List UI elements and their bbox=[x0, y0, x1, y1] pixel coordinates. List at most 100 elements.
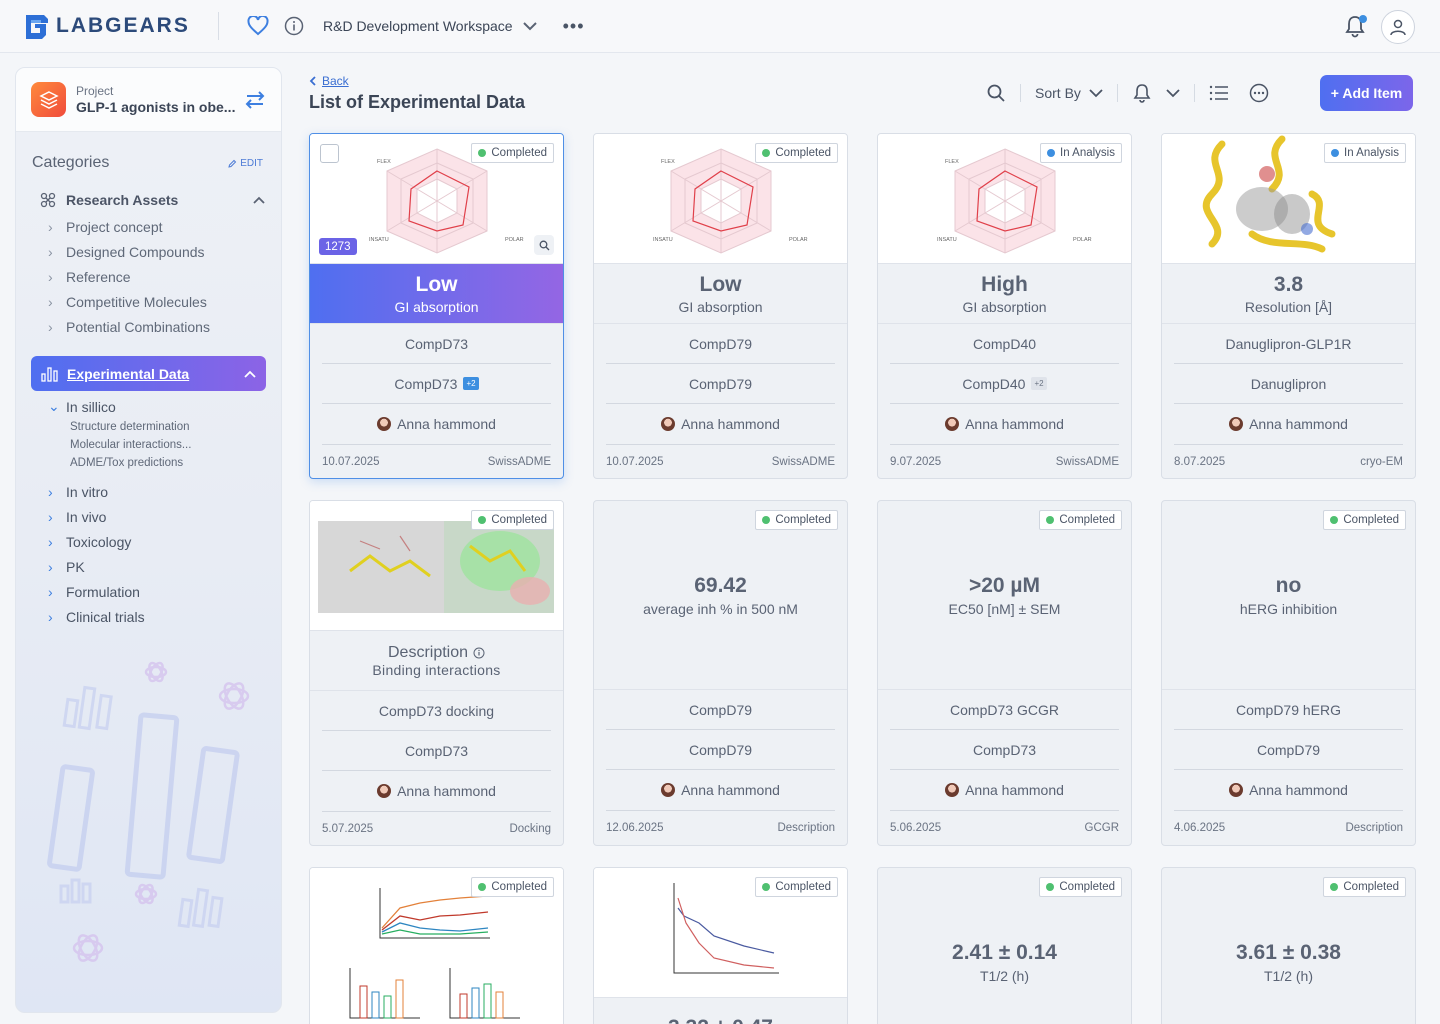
back-link[interactable]: Back bbox=[309, 74, 525, 88]
card-highlight: 3.8 Resolution [Å] bbox=[1162, 264, 1415, 324]
select-checkbox[interactable] bbox=[320, 144, 339, 163]
card-thumbnail[interactable]: FLEX SIZE POLAR INSATU Completed bbox=[594, 134, 847, 264]
user-avatar bbox=[377, 417, 392, 431]
sidebar-item-pk[interactable]: › PK bbox=[48, 558, 85, 575]
card-date: 10.07.2025 bbox=[606, 455, 664, 468]
page-title: List of Experimental Data bbox=[309, 92, 526, 112]
card-thumbnail[interactable]: Completed bbox=[310, 501, 563, 631]
card-thumbnail[interactable]: In Analysis bbox=[1162, 134, 1415, 264]
sidebar-item-molecular-interactions[interactable]: Molecular interactions... bbox=[70, 439, 192, 451]
info-icon[interactable] bbox=[473, 647, 485, 659]
sidebar-item-designed-compounds[interactable]: › Designed Compounds bbox=[48, 243, 205, 260]
card-thumbnail[interactable]: FLEX SIZE POLAR INSATU Completed 1273 bbox=[310, 134, 563, 264]
status-dot bbox=[1047, 149, 1056, 157]
card-value-panel[interactable]: >20 µM EC50 [nM] ± SEM bbox=[878, 501, 1131, 690]
sidebar-item-adme-tox[interactable]: ADME/Tox predictions bbox=[70, 457, 184, 469]
sidebar-item-in-vitro[interactable]: › In vitro bbox=[48, 483, 109, 500]
card-source: cryo-EM bbox=[1360, 455, 1403, 468]
sidebar-item-in-vivo[interactable]: › In vivo bbox=[48, 508, 107, 525]
notification-settings-bell-icon[interactable] bbox=[1132, 83, 1152, 103]
card-metric-label: EC50 [nM] ± SEM bbox=[948, 600, 1061, 617]
more-circle-icon[interactable] bbox=[1249, 83, 1269, 103]
status-badge: In Analysis bbox=[1040, 143, 1122, 163]
card-value-panel[interactable]: no hERG inhibition bbox=[1162, 501, 1415, 690]
status-dot bbox=[478, 516, 487, 524]
card-value-panel[interactable]: 3.61 ± 0.38 T1/2 (h) bbox=[1162, 868, 1415, 1024]
sidebar-item-in-sillico[interactable]: ⌄ In sillico bbox=[48, 398, 116, 415]
card-value: no bbox=[1275, 573, 1302, 597]
experiment-card[interactable]: Completed Description Binding interactio… bbox=[309, 500, 564, 846]
experiment-card[interactable]: Completed 2.41 ± 0.14 T1/2 (h) bbox=[877, 867, 1132, 1024]
workspace-selector[interactable]: R&D Development Workspace bbox=[323, 18, 537, 34]
card-value: Low bbox=[699, 272, 742, 296]
card-details: Danuglipron-GLP1R Danuglipron Anna hammo… bbox=[1162, 324, 1415, 444]
card-footer: 12.06.2025 Description bbox=[606, 810, 835, 844]
search-icon[interactable] bbox=[986, 83, 1006, 103]
list-view-icon[interactable] bbox=[1209, 85, 1229, 101]
card-row-compound: CompD40 +2 bbox=[890, 364, 1119, 404]
add-item-button[interactable]: + Add Item bbox=[1320, 75, 1413, 111]
chevron-down-icon: ⌄ bbox=[48, 398, 60, 414]
sidebar: Project GLP-1 agonists in obe... Categor… bbox=[15, 67, 282, 1013]
card-row-compound: CompD73 bbox=[322, 731, 551, 771]
zoom-search-icon[interactable] bbox=[534, 235, 554, 255]
sidebar-item-potential-combinations[interactable]: › Potential Combinations bbox=[48, 318, 210, 335]
sidebar-item-toxicology[interactable]: › Toxicology bbox=[48, 533, 132, 550]
switch-arrows-icon[interactable] bbox=[244, 90, 266, 110]
top-bar: LABGEARS R&D Development Workspace ••• bbox=[0, 0, 1440, 53]
experiment-card[interactable]: FLEX SIZE POLAR INSATU Completed Low GI … bbox=[593, 133, 848, 479]
radar-axis-label: POLAR bbox=[505, 237, 524, 243]
divider bbox=[1193, 84, 1195, 102]
user-avatar bbox=[661, 417, 676, 431]
card-thumbnail[interactable]: FLEX SIZE POLAR INSATU In Analysis bbox=[878, 134, 1131, 264]
card-thumbnail[interactable]: Completed bbox=[594, 868, 847, 998]
card-date: 12.06.2025 bbox=[606, 821, 664, 834]
experiment-card[interactable]: FLEX SIZE POLAR INSATU Completed 1273 Lo… bbox=[309, 133, 564, 479]
edit-categories-button[interactable]: EDIT bbox=[228, 158, 263, 169]
card-source: Description bbox=[1345, 821, 1403, 834]
experiment-card[interactable]: Completed 3.32 ± 0.47 bbox=[593, 867, 848, 1024]
chevron-down-icon[interactable] bbox=[1166, 88, 1180, 98]
card-row-user: Anna hammond bbox=[322, 771, 551, 811]
info-icon[interactable] bbox=[281, 13, 307, 39]
experiment-card[interactable]: Completed >20 µM EC50 [nM] ± SEM CompD73… bbox=[877, 500, 1132, 846]
experiment-card[interactable]: FLEX SIZE POLAR INSATU In Analysis High … bbox=[877, 133, 1132, 479]
sidebar-item-project-concept[interactable]: › Project concept bbox=[48, 218, 163, 235]
card-metric-label: Resolution [Å] bbox=[1244, 298, 1333, 315]
more-options-icon[interactable]: ••• bbox=[562, 15, 585, 36]
favorite-heart-icon[interactable] bbox=[245, 13, 271, 39]
card-metric-label: GI absorption bbox=[394, 298, 479, 315]
project-selector[interactable]: Project GLP-1 agonists in obe... bbox=[16, 68, 281, 132]
card-metric-label: GI absorption bbox=[678, 298, 763, 315]
user-avatar-button[interactable] bbox=[1381, 10, 1415, 44]
experiment-card[interactable]: Completed bbox=[309, 867, 564, 1024]
card-value-panel[interactable]: 69.42 average inh % in 500 nM bbox=[594, 501, 847, 690]
card-value: 2.41 ± 0.14 bbox=[952, 940, 1057, 964]
sort-by-dropdown[interactable]: Sort By bbox=[1035, 85, 1103, 101]
card-value-panel[interactable]: 2.41 ± 0.14 T1/2 (h) bbox=[878, 868, 1131, 1024]
sidebar-item-structure-determination[interactable]: Structure determination bbox=[70, 421, 190, 433]
status-badge: Completed bbox=[1323, 877, 1406, 897]
research-assets-header[interactable]: Research Assets bbox=[40, 192, 265, 208]
experiment-card[interactable]: In Analysis 3.8 Resolution [Å] Danuglipr… bbox=[1161, 133, 1416, 479]
experiment-card[interactable]: Completed 69.42 average inh % in 500 nM … bbox=[593, 500, 848, 846]
card-value: 3.32 ± 0.47 bbox=[668, 1016, 773, 1024]
experiment-card[interactable]: Completed 3.61 ± 0.38 T1/2 (h) bbox=[1161, 867, 1416, 1024]
card-details: CompD79 CompD79 Anna hammond bbox=[594, 690, 847, 810]
experiment-card[interactable]: Completed no hERG inhibition CompD79 hER… bbox=[1161, 500, 1416, 846]
more-count-badge[interactable]: +2 bbox=[463, 377, 479, 390]
sidebar-item-experimental-data[interactable]: Experimental Data bbox=[31, 356, 266, 391]
brand-logo[interactable]: LABGEARS bbox=[22, 11, 192, 41]
sidebar-item-reference[interactable]: › Reference bbox=[48, 268, 131, 285]
sidebar-item-formulation[interactable]: › Formulation bbox=[48, 583, 140, 600]
card-source: Docking bbox=[509, 822, 551, 835]
sidebar-item-clinical-trials[interactable]: › Clinical trials bbox=[48, 608, 145, 625]
card-thumbnail[interactable]: Completed bbox=[310, 868, 563, 1024]
card-date: 10.07.2025 bbox=[322, 455, 380, 468]
card-metric-label: GI absorption bbox=[962, 298, 1047, 315]
radar-chart: FLEX SIZE POLAR INSATU bbox=[653, 148, 808, 254]
sidebar-item-competitive-molecules[interactable]: › Competitive Molecules bbox=[48, 293, 207, 310]
card-metric-label: average inh % in 500 nM bbox=[643, 600, 798, 617]
more-count-badge[interactable]: +2 bbox=[1031, 377, 1047, 390]
notifications-bell-icon[interactable] bbox=[1344, 14, 1368, 40]
